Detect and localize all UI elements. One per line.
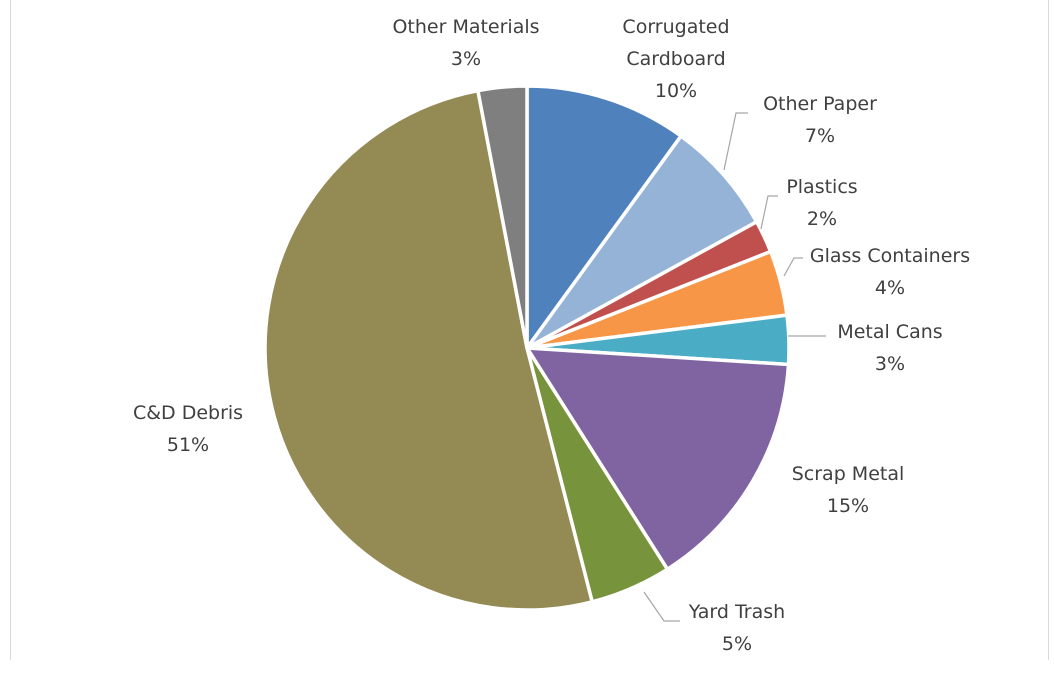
pie-slice-other-materials <box>476 84 529 350</box>
data-label-plastics: Plastics 2% <box>786 176 857 230</box>
leader-line-glass-containers <box>783 257 803 277</box>
leader-line-yard-trash <box>643 591 680 622</box>
pie-slice-candd-debris <box>263 88 594 612</box>
data-label-glass-containers: Glass Containers 4% <box>810 245 970 299</box>
data-label-scrap-metal: Scrap Metal 15% <box>792 463 905 517</box>
chart-frame <box>10 0 1049 660</box>
data-label-other-paper: Other Paper 7% <box>763 93 877 147</box>
data-label-candd-debris: C&D Debris 51% <box>133 402 243 456</box>
data-label-metal-cans: Metal Cans 3% <box>837 321 942 375</box>
leader-line-other-paper <box>723 112 748 171</box>
data-label-other-materials: Other Materials 3% <box>392 16 539 70</box>
pie-slice-scrap-metal <box>525 346 791 571</box>
pie-slice-corrugated-cardboard <box>525 84 683 350</box>
data-label-yard-trash: Yard Trash 5% <box>688 601 785 655</box>
pie-slice-other-paper <box>525 134 759 350</box>
data-label-corrugated-cardboard: Corrugated Cardboard 10% <box>622 16 729 102</box>
leader-line-plastics <box>760 195 778 230</box>
